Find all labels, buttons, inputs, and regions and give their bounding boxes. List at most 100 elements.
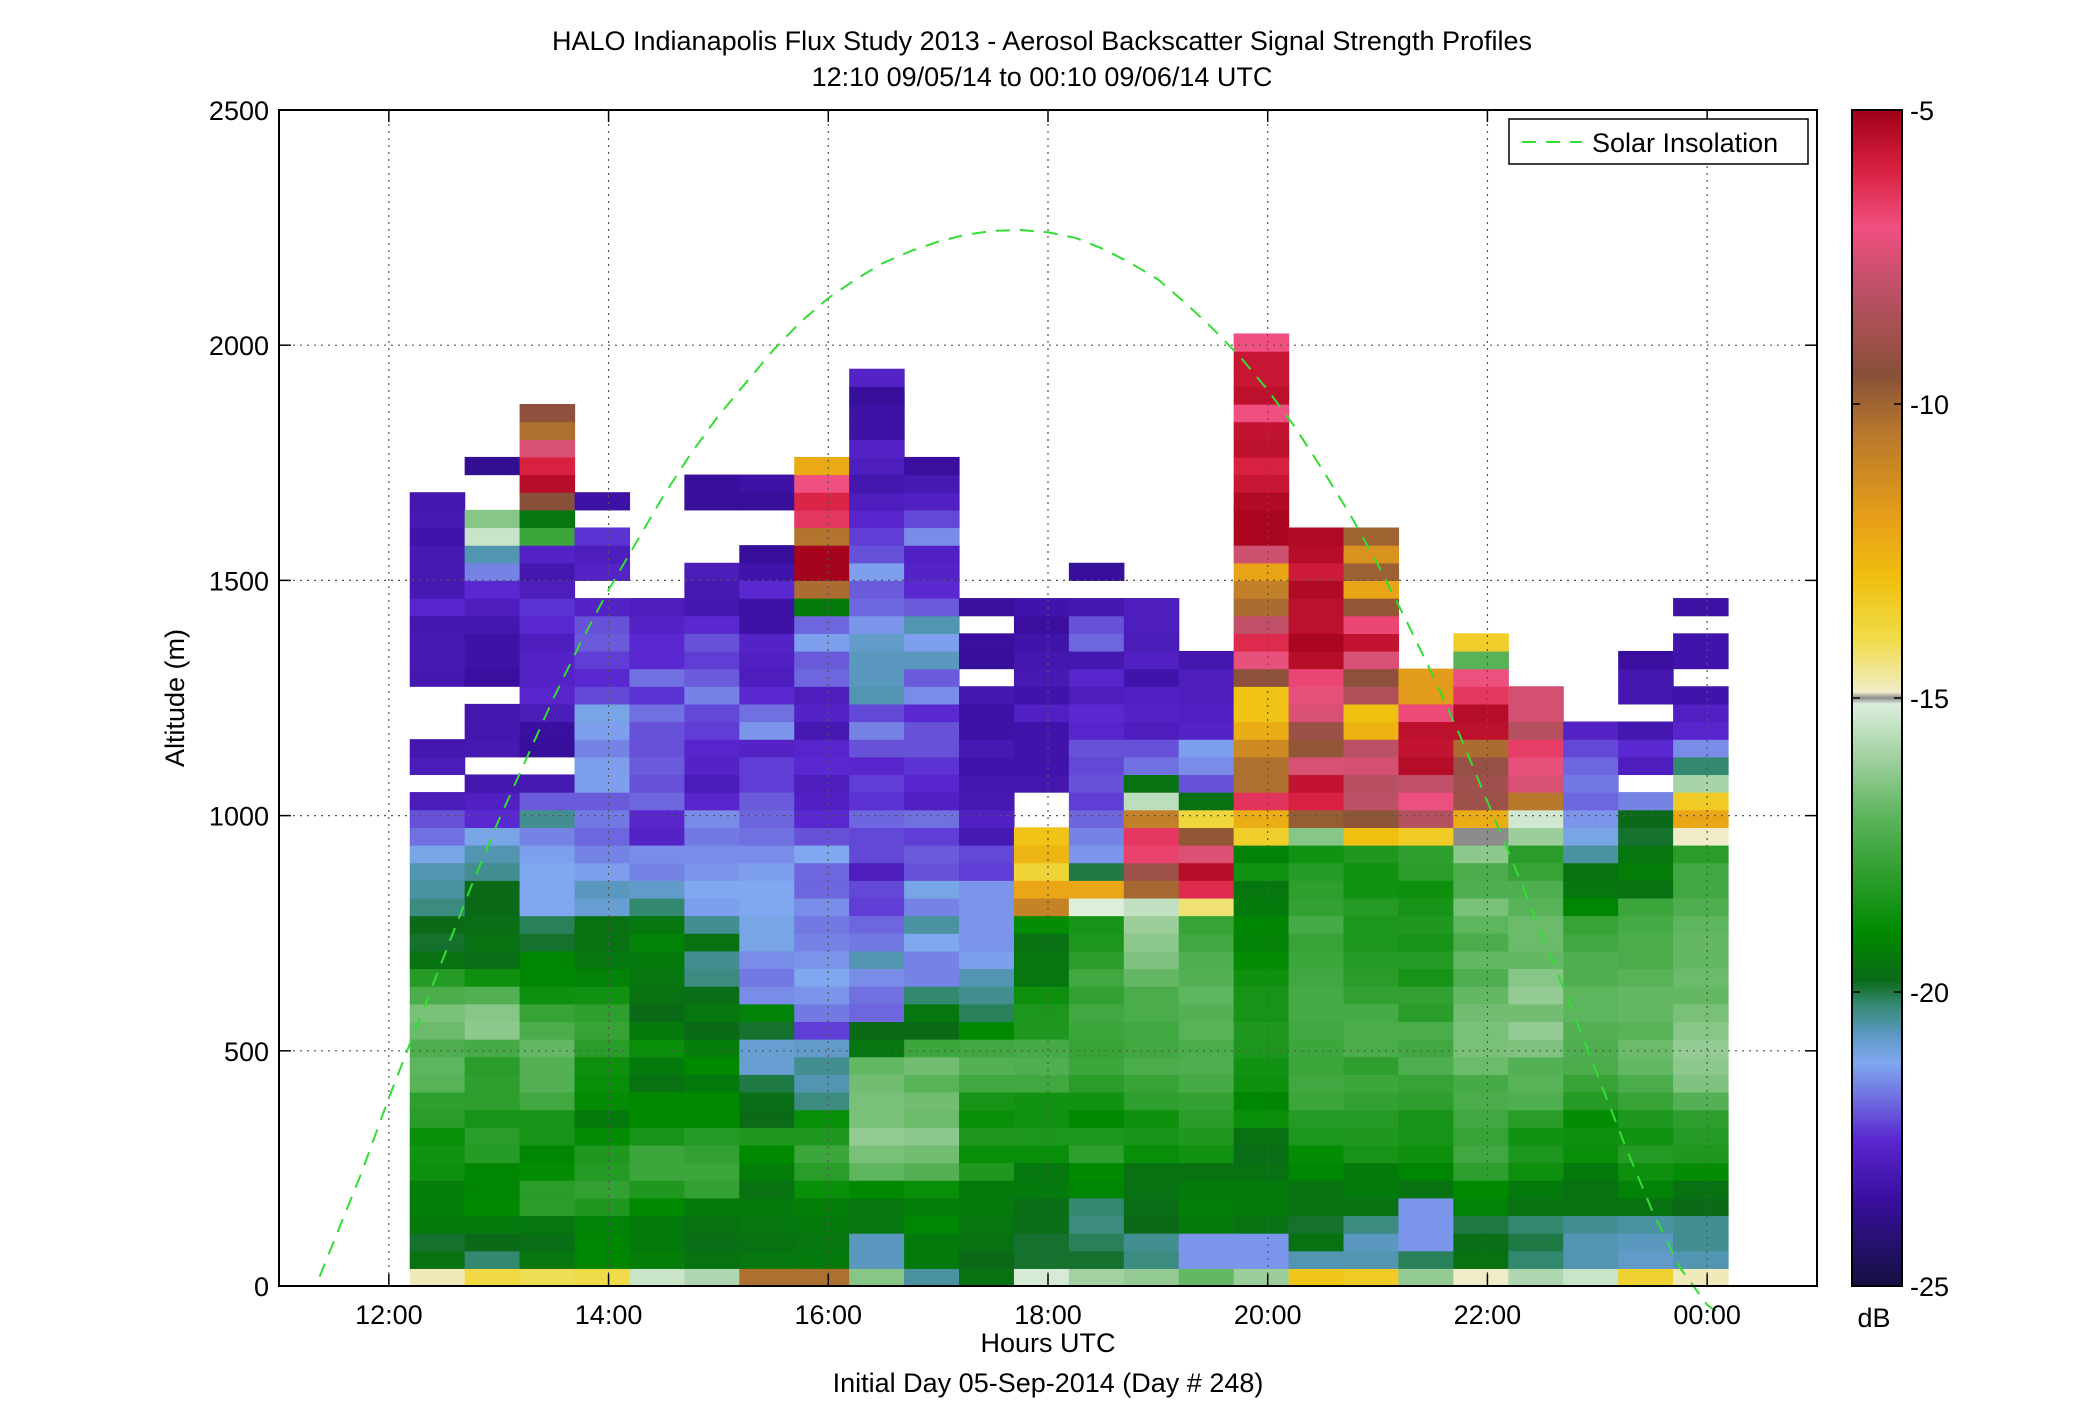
heatmap-cell <box>739 827 795 846</box>
heatmap-cell <box>464 1127 521 1146</box>
heatmap-cell <box>1068 1003 1125 1022</box>
heatmap-cell <box>574 545 631 564</box>
heatmap-cell <box>1178 1127 1235 1146</box>
heatmap-cell <box>1288 792 1345 811</box>
heatmap-cell <box>1563 1127 1619 1146</box>
heatmap-cell <box>464 1144 521 1164</box>
heatmap-cell <box>1343 827 1400 846</box>
heatmap-cell <box>1233 845 1290 864</box>
heatmap-cell <box>739 986 795 1005</box>
heatmap-cell <box>904 880 960 899</box>
heatmap-cell <box>1673 809 1729 828</box>
heatmap-cell <box>574 968 631 987</box>
heatmap-cell <box>1123 615 1180 634</box>
heatmap-cell <box>739 615 795 634</box>
heatmap-cell <box>1563 933 1619 952</box>
heatmap-cell <box>684 950 740 970</box>
heatmap-cell <box>1233 474 1290 493</box>
heatmap-cell <box>629 1144 685 1164</box>
heatmap-cell <box>1068 650 1125 670</box>
heatmap-cell <box>464 650 521 670</box>
heatmap-cell <box>684 933 740 952</box>
heatmap-cell <box>1508 1074 1564 1093</box>
heatmap-cell <box>574 915 631 934</box>
heatmap-cell <box>1508 845 1564 864</box>
heatmap-cell <box>464 915 521 934</box>
heatmap-cell <box>519 598 576 617</box>
heatmap-cell <box>1398 1250 1454 1269</box>
heatmap-cell <box>739 1109 795 1128</box>
heatmap-cell <box>849 968 905 987</box>
heatmap-cell <box>409 1056 466 1075</box>
heatmap-cell <box>739 1056 795 1075</box>
heatmap-cell <box>739 1180 795 1199</box>
heatmap-cell <box>1013 1021 1070 1040</box>
heatmap-cell <box>1288 986 1345 1005</box>
heatmap-cell <box>519 474 576 493</box>
heatmap-cell <box>1178 968 1235 987</box>
heatmap-cell <box>684 792 740 811</box>
heatmap-cell <box>1563 1215 1619 1234</box>
heatmap-cell <box>519 968 576 987</box>
heatmap-cell <box>904 456 960 476</box>
heatmap-cell <box>904 1074 960 1093</box>
heatmap-cell <box>1453 968 1509 987</box>
heatmap-cell <box>849 527 905 546</box>
heatmap-cell <box>1398 950 1454 970</box>
heatmap-cell <box>1508 1162 1564 1181</box>
heatmap-cell <box>1398 827 1454 846</box>
heatmap-cell <box>1508 1021 1564 1040</box>
heatmap-cell <box>1123 598 1180 617</box>
heatmap-cell <box>519 492 576 511</box>
heatmap-cell <box>959 986 1015 1005</box>
heatmap-cell <box>629 1003 685 1022</box>
heatmap-cell <box>904 933 960 952</box>
heatmap-cell <box>959 1091 1015 1111</box>
heatmap-cell <box>959 703 1015 723</box>
x-axis-ticks: 12:00 14:00 16:00 18:00 20:00 22:00 00:00 <box>355 110 1741 1330</box>
heatmap-cell <box>904 492 960 511</box>
heatmap-cell <box>1288 1144 1345 1164</box>
heatmap-cell <box>1618 1127 1674 1146</box>
heatmap-cell <box>1453 1250 1509 1269</box>
heatmap-cell <box>1618 1109 1674 1128</box>
heatmap-cell <box>1123 739 1180 758</box>
heatmap-cell <box>1123 1109 1180 1128</box>
heatmap-cell <box>464 933 521 952</box>
heatmap-cell <box>1673 721 1729 740</box>
heatmap-cell <box>574 792 631 811</box>
heatmap-cell <box>1453 897 1509 917</box>
heatmap-cell <box>464 809 521 828</box>
heatmap-cell <box>1178 1250 1235 1269</box>
heatmap-cell <box>574 809 631 828</box>
heatmap-cell <box>904 1091 960 1111</box>
heatmap-cell <box>1233 933 1290 952</box>
heatmap-cell <box>629 968 685 987</box>
heatmap-cell <box>904 562 960 581</box>
heatmap-cell <box>574 703 631 723</box>
heatmap-cell <box>1013 1197 1070 1217</box>
heatmap-cell <box>1618 1250 1674 1269</box>
heatmap-cell <box>574 1109 631 1128</box>
heatmap-cell <box>464 1250 521 1269</box>
heatmap-cell <box>1068 933 1125 952</box>
heatmap-cell <box>574 527 631 546</box>
heatmap-cell <box>1013 950 1070 970</box>
heatmap-cell <box>1563 1074 1619 1093</box>
heatmap-cell <box>629 774 685 793</box>
heatmap-cell <box>904 827 960 846</box>
heatmap-cell <box>794 774 850 793</box>
heatmap-cell <box>464 1180 521 1199</box>
heatmap-cell <box>1673 739 1729 758</box>
heatmap-cell <box>739 686 795 705</box>
heatmap-cell <box>1178 686 1235 705</box>
heatmap-cell <box>849 1233 905 1252</box>
heatmap-cell <box>959 880 1015 899</box>
heatmap-cell <box>409 1021 466 1040</box>
heatmap-cell <box>1068 1268 1125 1287</box>
heatmap-cell <box>1178 915 1235 934</box>
heatmap-cell <box>794 474 850 493</box>
heatmap-cell <box>684 1180 740 1199</box>
heatmap-cell <box>739 774 795 793</box>
heatmap-cell <box>1233 580 1290 599</box>
